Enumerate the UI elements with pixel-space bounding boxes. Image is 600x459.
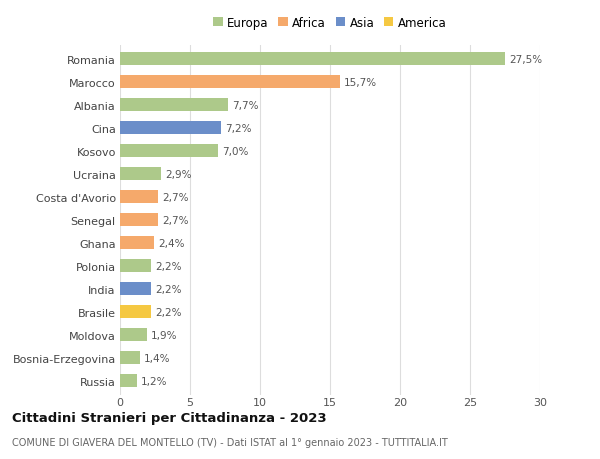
Text: 2,4%: 2,4% xyxy=(158,238,184,248)
Bar xyxy=(120,99,228,112)
Text: 15,7%: 15,7% xyxy=(344,78,377,88)
Bar xyxy=(120,260,151,273)
Bar xyxy=(120,53,505,66)
Text: 2,2%: 2,2% xyxy=(155,307,182,317)
Text: Cittadini Stranieri per Cittadinanza - 2023: Cittadini Stranieri per Cittadinanza - 2… xyxy=(12,412,326,425)
Text: 2,9%: 2,9% xyxy=(165,169,191,179)
Text: 1,2%: 1,2% xyxy=(141,376,167,386)
Text: 1,9%: 1,9% xyxy=(151,330,178,340)
Bar xyxy=(120,237,154,250)
Text: 1,4%: 1,4% xyxy=(144,353,170,363)
Bar xyxy=(120,306,151,319)
Text: 2,2%: 2,2% xyxy=(155,261,182,271)
Bar xyxy=(120,76,340,89)
Bar xyxy=(120,283,151,296)
Text: 7,0%: 7,0% xyxy=(222,146,248,157)
Text: 7,2%: 7,2% xyxy=(225,123,251,134)
Text: 27,5%: 27,5% xyxy=(509,55,542,65)
Text: 2,7%: 2,7% xyxy=(162,192,188,202)
Bar xyxy=(120,329,146,341)
Bar xyxy=(120,214,158,227)
Bar xyxy=(120,375,137,387)
Text: 7,7%: 7,7% xyxy=(232,101,259,111)
Bar xyxy=(120,191,158,204)
Bar xyxy=(120,122,221,135)
Bar xyxy=(120,145,218,158)
Text: 2,7%: 2,7% xyxy=(162,215,188,225)
Text: 2,2%: 2,2% xyxy=(155,284,182,294)
Legend: Europa, Africa, Asia, America: Europa, Africa, Asia, America xyxy=(213,17,447,30)
Text: COMUNE DI GIAVERA DEL MONTELLO (TV) - Dati ISTAT al 1° gennaio 2023 - TUTTITALIA: COMUNE DI GIAVERA DEL MONTELLO (TV) - Da… xyxy=(12,437,448,448)
Bar xyxy=(120,352,140,364)
Bar xyxy=(120,168,161,181)
